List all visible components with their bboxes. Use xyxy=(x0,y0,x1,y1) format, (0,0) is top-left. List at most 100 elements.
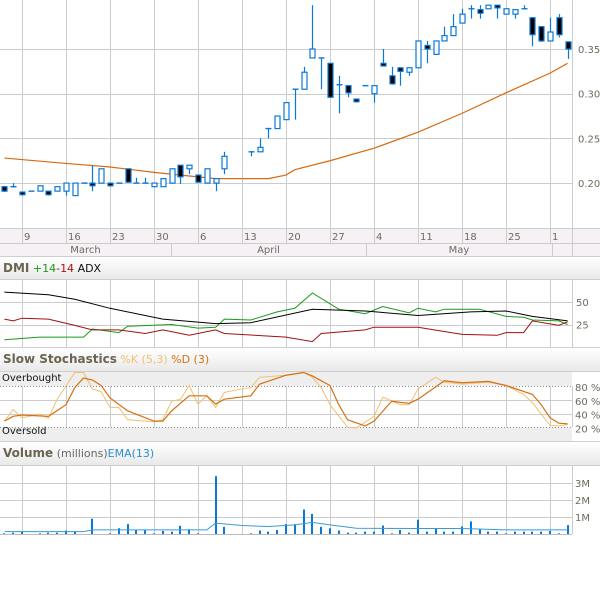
candle xyxy=(54,186,61,192)
volume-unit: (millions) xyxy=(56,447,108,460)
dmi-minus-legend: -14 xyxy=(56,262,75,275)
candle-body-up xyxy=(441,34,448,42)
volume-bar xyxy=(39,533,41,534)
candle xyxy=(318,57,325,90)
volume-bar xyxy=(355,532,357,534)
volume-bar xyxy=(47,532,49,534)
volume-bar xyxy=(188,529,190,534)
oversold-zone xyxy=(0,427,572,441)
candle-body-down xyxy=(125,168,132,183)
volume-bar xyxy=(118,528,120,534)
candle xyxy=(424,40,431,64)
candle xyxy=(459,8,466,24)
dmi-plus-legend: +14 xyxy=(32,262,57,275)
dmi-axis-label: 25 xyxy=(576,321,589,332)
volume-bar xyxy=(250,533,252,534)
candle xyxy=(468,5,475,19)
candle-body-up xyxy=(160,178,167,188)
date-axis-background xyxy=(0,228,600,256)
candle xyxy=(565,41,572,59)
volume-bar xyxy=(311,513,313,534)
volume-bar xyxy=(347,532,349,534)
candle-body-down xyxy=(353,98,360,103)
date-tick-label: 4 xyxy=(376,232,382,243)
date-tick-label: 1 xyxy=(552,232,558,243)
candle-body-up xyxy=(37,185,44,192)
candle-body-up xyxy=(221,155,228,170)
volume-bar xyxy=(197,533,199,534)
stochastics-d-line xyxy=(4,371,568,427)
volume-bar xyxy=(549,530,551,534)
candle xyxy=(529,17,536,47)
volume-bar xyxy=(109,533,111,534)
candle xyxy=(450,14,457,37)
volume-bar xyxy=(443,531,445,534)
overbought-label: Overbought xyxy=(2,373,62,384)
candle xyxy=(151,182,158,188)
volume-bar xyxy=(487,531,489,534)
candle xyxy=(547,17,554,42)
candle-body-up xyxy=(433,40,440,55)
volume-bar xyxy=(65,530,67,534)
candle-body-down xyxy=(529,17,536,36)
moving-average-line xyxy=(4,62,568,180)
candle xyxy=(327,62,334,98)
volume-bar xyxy=(558,533,560,534)
volume-bar xyxy=(12,532,14,534)
candle xyxy=(10,183,17,188)
volume-bar xyxy=(294,524,296,534)
volume-bar xyxy=(514,531,516,534)
stochastics-axis-label: 80 % xyxy=(575,383,600,394)
candle-body-up xyxy=(257,146,264,153)
candle xyxy=(89,165,96,192)
volume-bar xyxy=(74,531,76,534)
candle xyxy=(477,5,484,19)
oversold-label: Oversold xyxy=(2,426,47,437)
candle xyxy=(213,178,220,192)
stochastics-k-line xyxy=(4,371,568,429)
volume-bar xyxy=(540,531,542,534)
candle xyxy=(521,5,528,10)
volume-bar xyxy=(391,533,393,534)
candle xyxy=(72,182,79,197)
volume-bar xyxy=(382,525,384,534)
candle-body-up xyxy=(98,168,105,184)
candle xyxy=(538,26,545,42)
volume-axis-label: 3M xyxy=(575,479,590,490)
candle xyxy=(503,8,510,15)
stochastics-title: Slow Stochastics xyxy=(3,352,117,366)
candle-body-up xyxy=(63,182,70,192)
candle xyxy=(107,182,114,187)
candle xyxy=(204,168,211,184)
volume-bar xyxy=(223,526,225,534)
volume-bar xyxy=(399,529,401,534)
dmi-axis-label: 50 xyxy=(576,298,589,309)
candle xyxy=(274,115,281,130)
candle xyxy=(98,168,105,184)
candle xyxy=(19,191,26,196)
stochastics-axis-label: 40 % xyxy=(575,411,600,422)
month-label: March xyxy=(70,245,100,256)
candle xyxy=(283,102,290,121)
date-tick-label: 23 xyxy=(112,232,125,243)
date-tick-label: 13 xyxy=(244,232,257,243)
candle-body-up xyxy=(450,26,457,37)
candle xyxy=(265,127,272,139)
date-tick-label: 25 xyxy=(508,232,521,243)
stochastics-k-legend: %K (5,3) xyxy=(120,353,168,366)
volume-bar xyxy=(470,521,472,534)
stochastics-axis-label: 60 % xyxy=(575,397,600,408)
volume-bar xyxy=(276,529,278,534)
minus-di-line xyxy=(4,317,568,343)
candle-body-up xyxy=(371,85,378,95)
volume-bar xyxy=(3,533,5,534)
volume-bar xyxy=(364,531,366,534)
candle-body-down xyxy=(327,62,334,98)
candle xyxy=(380,49,387,67)
volume-bar xyxy=(267,531,269,534)
date-tick-label: 11 xyxy=(420,232,433,243)
candle xyxy=(63,182,70,196)
candle-body-down xyxy=(1,186,8,192)
volume-bar xyxy=(135,529,137,534)
